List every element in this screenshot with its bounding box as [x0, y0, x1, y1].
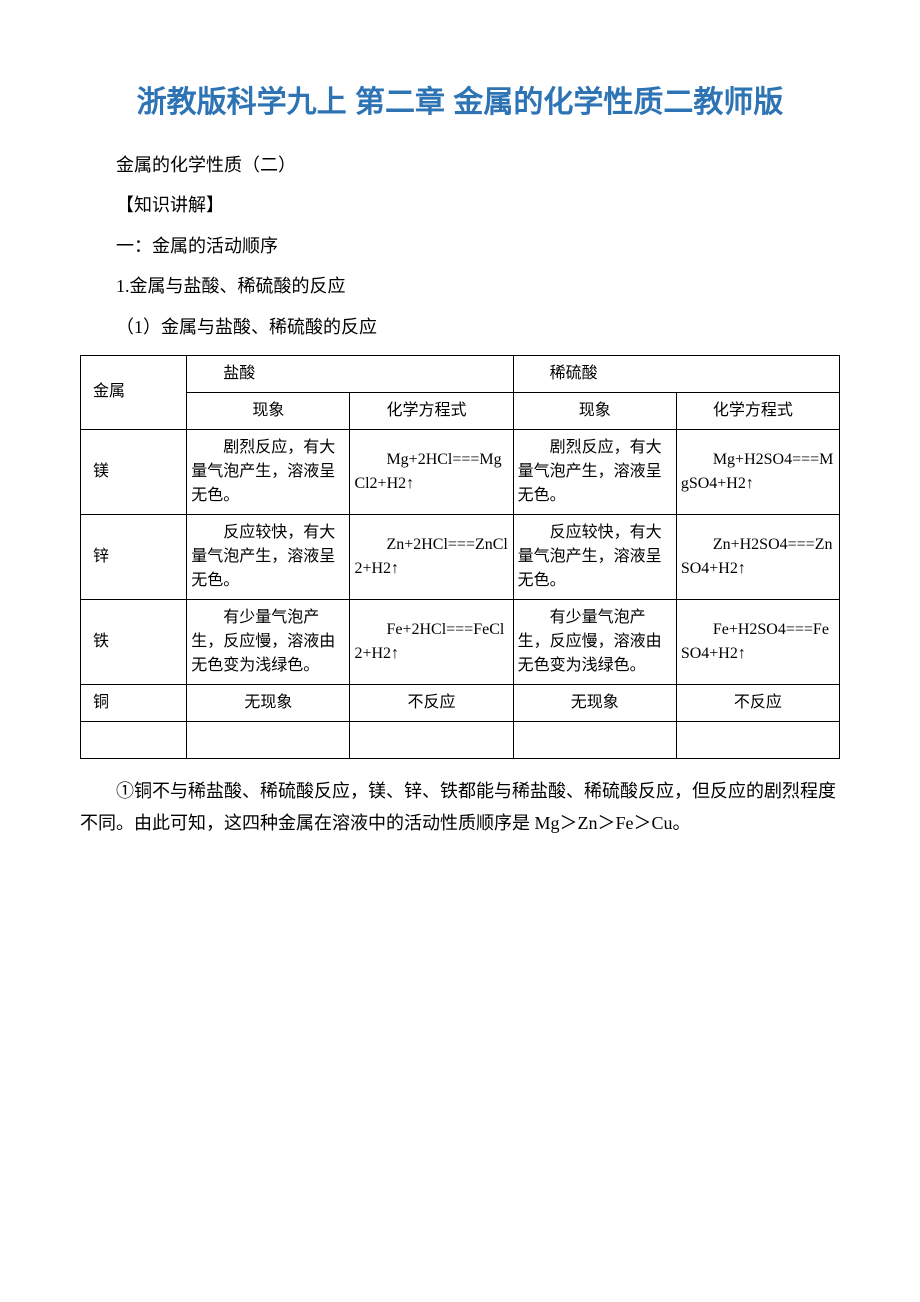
table-row: 铁 有少量气泡产生，反应慢，溶液由无色变为浅绿色。 Fe+2HCl===FeCl… [81, 599, 840, 684]
table-header-row-2: 现象 化学方程式 现象 化学方程式 [81, 392, 840, 429]
cell-hcl-eq: Zn+2HCl===ZnCl2+H2↑ [350, 514, 513, 599]
cell-h2so4-phenom: 剧烈反应，有大量气泡产生，溶液呈无色。 [513, 429, 676, 514]
cell-empty [81, 721, 187, 758]
cell-empty [513, 721, 676, 758]
cell-h2so4-phenom: 有少量气泡产生，反应慢，溶液由无色变为浅绿色。 [513, 599, 676, 684]
header-hcl-eq: 化学方程式 [350, 392, 513, 429]
table-header-row-1: 金属 盐酸 稀硫酸 [81, 355, 840, 392]
header-metal: 金属 [81, 355, 187, 429]
cell-hcl-eq: Mg+2HCl===MgCl2+H2↑ [350, 429, 513, 514]
header-h2so4: 稀硫酸 [513, 355, 839, 392]
header-h2so4-phenom: 现象 [513, 392, 676, 429]
cell-metal: 锌 [81, 514, 187, 599]
cell-h2so4-eq: Mg+H2SO4===MgSO4+H2↑ [676, 429, 839, 514]
table-row: 镁 剧烈反应，有大量气泡产生，溶液呈无色。 Mg+2HCl===MgCl2+H2… [81, 429, 840, 514]
cell-h2so4-phenom: 无现象 [513, 684, 676, 721]
cell-h2so4-eq: Zn+H2SO4===ZnSO4+H2↑ [676, 514, 839, 599]
table-row: 铜 无现象 不反应 无现象 不反应 [81, 684, 840, 721]
header-hcl: 盐酸 [187, 355, 513, 392]
cell-h2so4-eq: Fe+H2SO4===FeSO4+H2↑ [676, 599, 839, 684]
subtitle: 金属的化学性质（二） [80, 149, 840, 181]
point-1: 1.金属与盐酸、稀硫酸的反应 [80, 270, 840, 302]
cell-metal: 铁 [81, 599, 187, 684]
table-row: 锌 反应较快，有大量气泡产生，溶液呈无色。 Zn+2HCl===ZnCl2+H2… [81, 514, 840, 599]
document-title: 浙教版科学九上 第二章 金属的化学性质二教师版 [80, 80, 840, 125]
cell-empty [350, 721, 513, 758]
cell-metal: 铜 [81, 684, 187, 721]
conclusion-1: ①铜不与稀盐酸、稀硫酸反应，镁、锌、铁都能与稀盐酸、稀硫酸反应，但反应的剧烈程度… [80, 775, 840, 840]
header-h2so4-eq: 化学方程式 [676, 392, 839, 429]
section-one-heading: 一：金属的活动顺序 [80, 230, 840, 262]
cell-h2so4-phenom: 反应较快，有大量气泡产生，溶液呈无色。 [513, 514, 676, 599]
reaction-table: 金属 盐酸 稀硫酸 现象 化学方程式 现象 化学方程式 镁 剧烈反应，有大量气泡… [80, 355, 840, 759]
cell-hcl-eq: Fe+2HCl===FeCl2+H2↑ [350, 599, 513, 684]
header-hcl-phenom: 现象 [187, 392, 350, 429]
cell-metal: 镁 [81, 429, 187, 514]
cell-empty [676, 721, 839, 758]
point-1-1: （1）金属与盐酸、稀硫酸的反应 [80, 311, 840, 343]
cell-empty [187, 721, 350, 758]
section-knowledge-label: 【知识讲解】 [80, 189, 840, 221]
table-empty-row [81, 721, 840, 758]
cell-hcl-phenom: 无现象 [187, 684, 350, 721]
cell-h2so4-eq: 不反应 [676, 684, 839, 721]
cell-hcl-phenom: 剧烈反应，有大量气泡产生，溶液呈无色。 [187, 429, 350, 514]
cell-hcl-eq: 不反应 [350, 684, 513, 721]
cell-hcl-phenom: 有少量气泡产生，反应慢，溶液由无色变为浅绿色。 [187, 599, 350, 684]
cell-hcl-phenom: 反应较快，有大量气泡产生，溶液呈无色。 [187, 514, 350, 599]
